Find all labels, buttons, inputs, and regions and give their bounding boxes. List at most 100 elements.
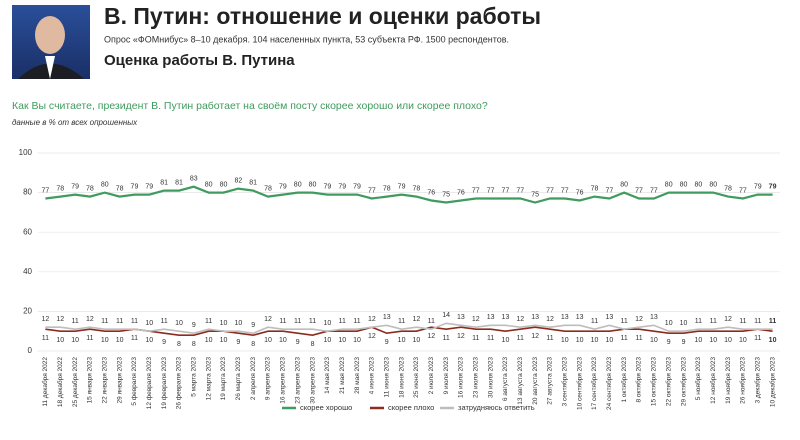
x-tick-label: 30 июля 2023	[487, 357, 494, 398]
data-label: 9	[385, 339, 389, 346]
data-label: 80	[294, 181, 302, 188]
data-label: 13	[383, 314, 391, 321]
question: Как Вы считаете, президент В. Путин рабо…	[12, 100, 488, 112]
data-label: 11	[621, 335, 628, 342]
data-label: 10	[264, 337, 272, 344]
x-tick-label: 25 июня 2023	[413, 357, 420, 398]
data-label: 10	[323, 337, 331, 344]
x-tick-label: 18 декабря 2022	[56, 357, 64, 407]
data-label: 11	[294, 318, 301, 325]
data-label: 11	[710, 318, 717, 325]
data-label: 12	[264, 316, 272, 323]
data-label: 76	[457, 189, 465, 196]
x-tick-label: 19 ноября 2023	[724, 357, 732, 404]
photo	[12, 5, 90, 79]
data-label: 81	[160, 179, 168, 186]
data-label: 11	[86, 335, 93, 342]
data-label: 11	[517, 335, 524, 342]
data-label: 11	[131, 318, 138, 325]
x-tick-label: 11 июня 2023	[383, 357, 390, 398]
data-label: 10	[353, 337, 361, 344]
legend-label: затрудняюсь ответить	[458, 403, 535, 412]
data-label: 10	[694, 337, 702, 344]
data-label: 79	[279, 183, 287, 190]
data-label: 10	[234, 320, 242, 327]
data-label: 78	[383, 185, 391, 192]
x-tick-label: 23 апреля 2023	[294, 357, 301, 404]
y-tick-label: 60	[23, 227, 32, 236]
data-label: 10	[175, 320, 183, 327]
x-tick-label: 26 ноября 2023	[739, 357, 747, 404]
data-label: 79	[338, 183, 346, 190]
y-tick-label: 40	[23, 267, 32, 276]
data-label: 78	[724, 185, 732, 192]
data-label: 11	[116, 318, 123, 325]
data-label: 13	[502, 314, 510, 321]
data-label: 12	[368, 316, 376, 323]
x-tick-label: 2 апреля 2023	[250, 357, 257, 401]
data-label: 12	[531, 333, 539, 340]
data-label: 10	[591, 337, 599, 344]
data-label: 10	[724, 337, 732, 344]
data-label: 12	[724, 316, 732, 323]
data-label: 80	[309, 181, 317, 188]
data-label: 10	[502, 337, 510, 344]
data-label: 81	[249, 179, 257, 186]
data-label: 77	[561, 187, 569, 194]
data-label: 14	[442, 312, 450, 319]
data-label: 11	[353, 318, 360, 325]
data-label: 12	[413, 316, 421, 323]
data-label: 80	[680, 181, 688, 188]
data-label: 10	[769, 337, 777, 344]
data-label: 11	[754, 335, 761, 342]
x-tick-label: 28 мая 2023	[354, 357, 361, 394]
x-tick-label: 5 ноября 2023	[694, 357, 702, 401]
x-tick-label: 19 февраля 2023	[161, 357, 168, 410]
data-label: 13	[531, 314, 539, 321]
x-tick-label: 10 декабря 2023	[768, 357, 776, 407]
data-label: 10	[561, 337, 569, 344]
data-label: 79	[769, 183, 777, 190]
data-label: 80	[620, 181, 628, 188]
data-label: 12	[635, 316, 643, 323]
data-label: 9	[296, 339, 300, 346]
data-label: 12	[368, 333, 376, 340]
data-label: 77	[42, 187, 50, 194]
data-label: 11	[591, 318, 598, 325]
data-label: 83	[190, 176, 198, 183]
data-label: 10	[576, 337, 584, 344]
data-label: 11	[487, 335, 494, 342]
x-tick-label: 13 августа 2023	[517, 357, 524, 405]
x-tick-label: 1 октября 2023	[620, 357, 628, 403]
data-label: 76	[576, 189, 584, 196]
data-label: 11	[754, 318, 761, 325]
x-tick-label: 22 октября 2023	[664, 357, 672, 407]
data-label: 80	[665, 181, 673, 188]
x-tick-label: 5 февраля 2023	[131, 357, 138, 406]
data-label: 78	[413, 185, 421, 192]
x-tick-label: 10 сентября 2023	[575, 357, 583, 410]
data-label: 10	[665, 320, 673, 327]
data-label: 79	[131, 183, 139, 190]
series-line	[45, 326, 773, 337]
data-label: 77	[368, 187, 376, 194]
data-label: 10	[323, 320, 331, 327]
data-label: 10	[338, 337, 346, 344]
x-tick-label: 3 декабря 2023	[753, 357, 761, 404]
legend-label: скорее хорошо	[300, 403, 352, 412]
data-label: 79	[71, 183, 79, 190]
x-tick-label: 16 июля 2023	[458, 357, 465, 398]
data-label: 77	[605, 187, 613, 194]
data-label: 12	[546, 316, 554, 323]
data-label: 8	[177, 341, 181, 348]
x-tick-label: 8 октября 2023	[635, 357, 643, 403]
data-label: 78	[86, 185, 94, 192]
x-tick-label: 4 июня 2023	[369, 357, 376, 395]
data-label: 10	[650, 337, 658, 344]
x-tick-label: 9 апреля 2023	[265, 357, 272, 401]
data-label: 12	[472, 316, 480, 323]
x-tick-label: 21 мая 2023	[339, 357, 346, 394]
data-label: 13	[457, 314, 465, 321]
x-tick-label: 20 августа 2023	[532, 357, 539, 405]
heading: Оценка работы В. Путина	[104, 52, 295, 69]
